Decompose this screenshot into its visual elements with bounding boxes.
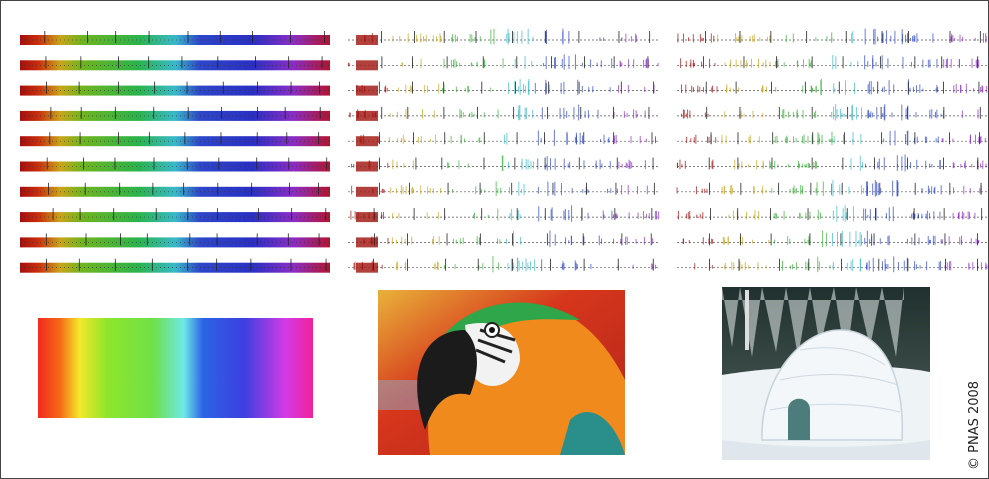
parrot-photo	[378, 290, 625, 455]
strip-head	[356, 187, 378, 197]
spectrum-strip	[20, 162, 330, 172]
spectrum-strip	[20, 86, 330, 96]
spectrum-strip	[20, 60, 330, 70]
figure: © PNAS 2008	[0, 0, 989, 479]
spectrum-strip	[20, 35, 330, 45]
copyright: © PNAS 2008	[967, 381, 982, 470]
spectrum-strip	[20, 111, 330, 121]
igloo-photo	[722, 287, 930, 460]
color-scale	[38, 318, 313, 418]
strip-head	[356, 263, 378, 273]
spectrum-strip	[20, 263, 330, 273]
spectrum-strip	[20, 136, 330, 146]
spectrum-strip	[20, 237, 330, 247]
spectrum-strip	[20, 187, 330, 197]
strip-head	[356, 60, 378, 70]
strip-head	[356, 35, 378, 45]
spectrum-strip	[20, 212, 330, 222]
strip-head	[356, 136, 378, 146]
strip-head	[356, 162, 378, 172]
